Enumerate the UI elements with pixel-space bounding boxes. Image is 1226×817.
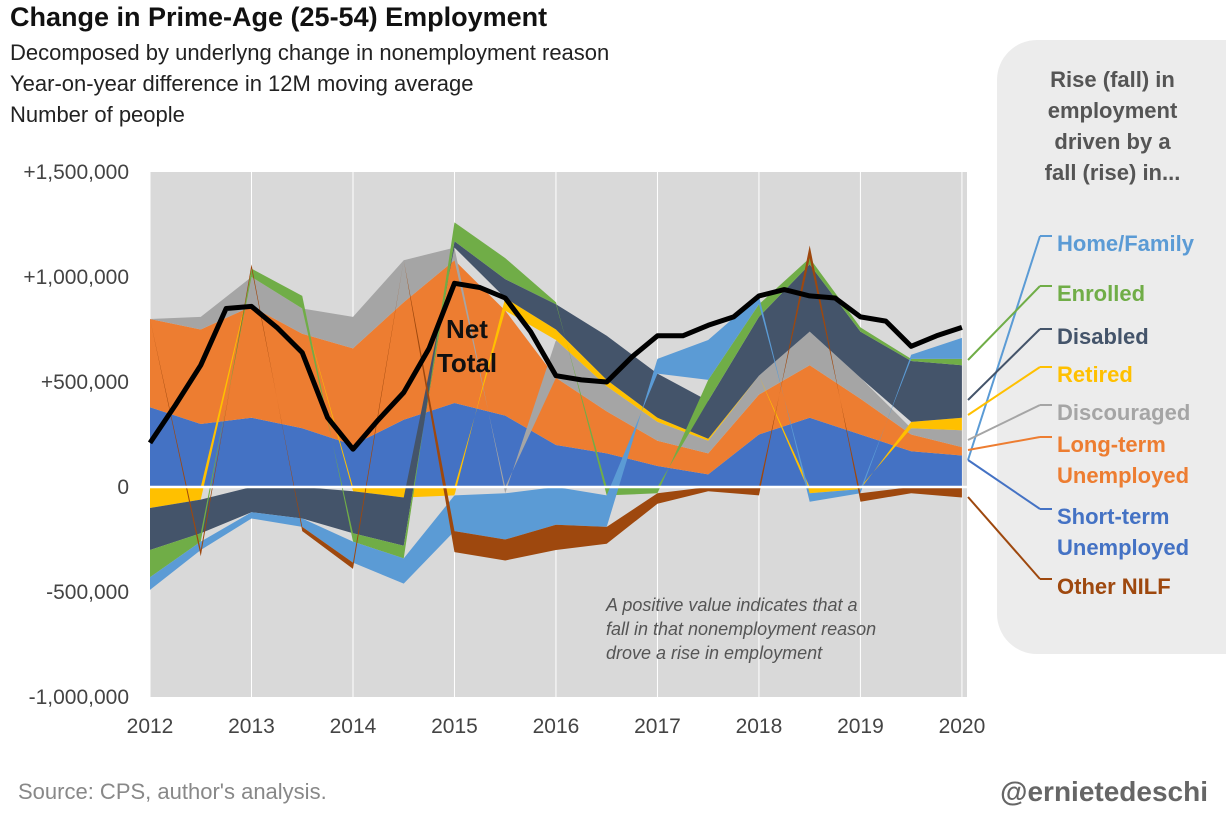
y-tick-label: 0	[117, 476, 129, 499]
net-total-line	[147, 280, 963, 452]
legend-leader-line	[967, 436, 1041, 451]
legend-leader-line	[967, 235, 1041, 461]
legend-label: Retired	[1057, 362, 1133, 387]
series-area-disabled	[150, 241, 962, 551]
subtitle-line-2: Year-on-year difference in 12M moving av…	[10, 71, 474, 96]
chart-title: Change in Prime-Age (25-54) Employment	[10, 2, 548, 32]
legend-label: Short-term	[1057, 504, 1169, 529]
legend-leader-line	[967, 285, 1041, 361]
y-tick-label: -1,000,000	[29, 686, 129, 709]
series-area-short-term-unemployed	[150, 403, 962, 487]
legend-leader-line	[967, 404, 1041, 441]
x-tick-label: 2015	[431, 715, 478, 738]
subtitle-line-1: Decomposed by underlyng change in nonemp…	[10, 40, 610, 65]
x-tick-label: 2016	[533, 715, 580, 738]
legend-heading: Rise (fall) in employment driven by a fa…	[1044, 67, 1181, 185]
legend-label: Home/Family	[1057, 231, 1195, 256]
legend: Home/Family Enrolled Disabled Retired Discou…	[967, 231, 1195, 599]
series-area-discouraged	[150, 247, 962, 494]
annotation-line-1: A positive value indicates that a	[605, 595, 857, 615]
y-tick-label: -500,000	[46, 581, 129, 604]
legend-leader-line	[967, 496, 1041, 580]
legend-label: Unemployed	[1057, 535, 1189, 560]
net-total-label-line-2: Total	[437, 348, 497, 378]
legend-panel	[997, 40, 1226, 654]
x-tick-label: 2019	[837, 715, 884, 738]
legend-leader-line	[967, 328, 1041, 401]
x-tick-label: 2020	[939, 715, 986, 738]
legend-leader-line	[967, 459, 1041, 510]
legend-label: Unemployed	[1057, 463, 1189, 488]
net-total-label-line-1: Net	[446, 314, 488, 344]
series-area-enrolled	[150, 222, 962, 578]
y-axis-ticks: +1,500,000 +1,000,000 +500,000 0 -500,000 -1,…	[23, 161, 129, 709]
author-handle: @ernietedeschi	[1000, 776, 1208, 807]
subtitle-line-3: Number of people	[10, 102, 185, 127]
legend-label: Discouraged	[1057, 400, 1190, 425]
x-tick-label: 2017	[634, 715, 681, 738]
source-note: Source: CPS, author's analysis.	[18, 779, 327, 804]
y-tick-label: +1,500,000	[23, 161, 129, 184]
legend-label: Long-term	[1057, 432, 1166, 457]
y-tick-label: +1,000,000	[23, 266, 129, 289]
legend-label: Enrolled	[1057, 281, 1145, 306]
y-tick-label: +500,000	[41, 371, 129, 394]
legend-label: Other NILF	[1057, 574, 1171, 599]
annotation-line-2: fall in that nonemployment reason	[606, 619, 876, 639]
legend-label: Disabled	[1057, 324, 1149, 349]
x-tick-label: 2012	[127, 715, 174, 738]
annotation-line-3: drove a rise in employment	[606, 643, 823, 663]
series-area-long-term-unemployed	[150, 260, 962, 475]
x-tick-label: 2018	[736, 715, 783, 738]
x-tick-label: 2013	[228, 715, 275, 738]
legend-leader-line	[967, 366, 1041, 416]
x-axis-ticks: 2012 2013 2014 2015 2016 2017 2018 2019 2020	[127, 715, 986, 738]
x-tick-label: 2014	[330, 715, 377, 738]
